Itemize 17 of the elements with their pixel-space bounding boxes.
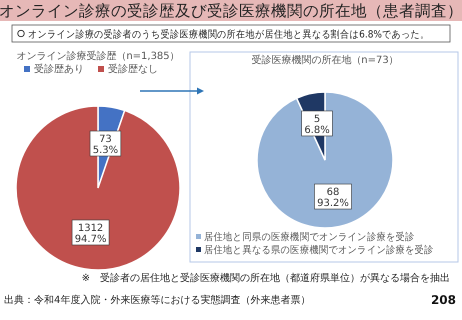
text: オンライン診療の受診者のうち受診医療機関の所在地が居住地と異なる割合は6.8%であった。 [28,28,430,41]
data-label: 1312 94.7% [74,222,106,245]
data-label: 68 93.2% [317,187,349,210]
data-label: 5 6.8% [304,114,330,136]
text: 208 [430,293,456,307]
chart-title: オンライン診療受診歴（n=1,385） [16,50,180,62]
source-note: 出典：令和4年度入院・外来医療等における実態調査（外来患者票） [4,294,310,306]
legend-label: 居住地と異なる県の医療機関でオンライン診療を受診 [204,244,434,256]
data-label: 73 5.3% [92,134,118,156]
legend-label: 居住地と同県の医療機関でオンライン診療を受診 [204,230,415,244]
pie-slice [256,91,394,229]
text: オンライン診療の受診歴及び受診医療機関の所在地（患者調査） [0,2,462,20]
legend-label: 受診歴あり [34,63,84,75]
pie-slice [15,105,181,271]
chart-title: 受診医療機関の所在地（n=73） [251,54,399,66]
text: ※ 受診者の居住地と受診医療機関の所在地（都道府県単位）が異なる場合を抽出 [82,272,450,284]
legend-label: 受診歴なし [108,63,158,75]
